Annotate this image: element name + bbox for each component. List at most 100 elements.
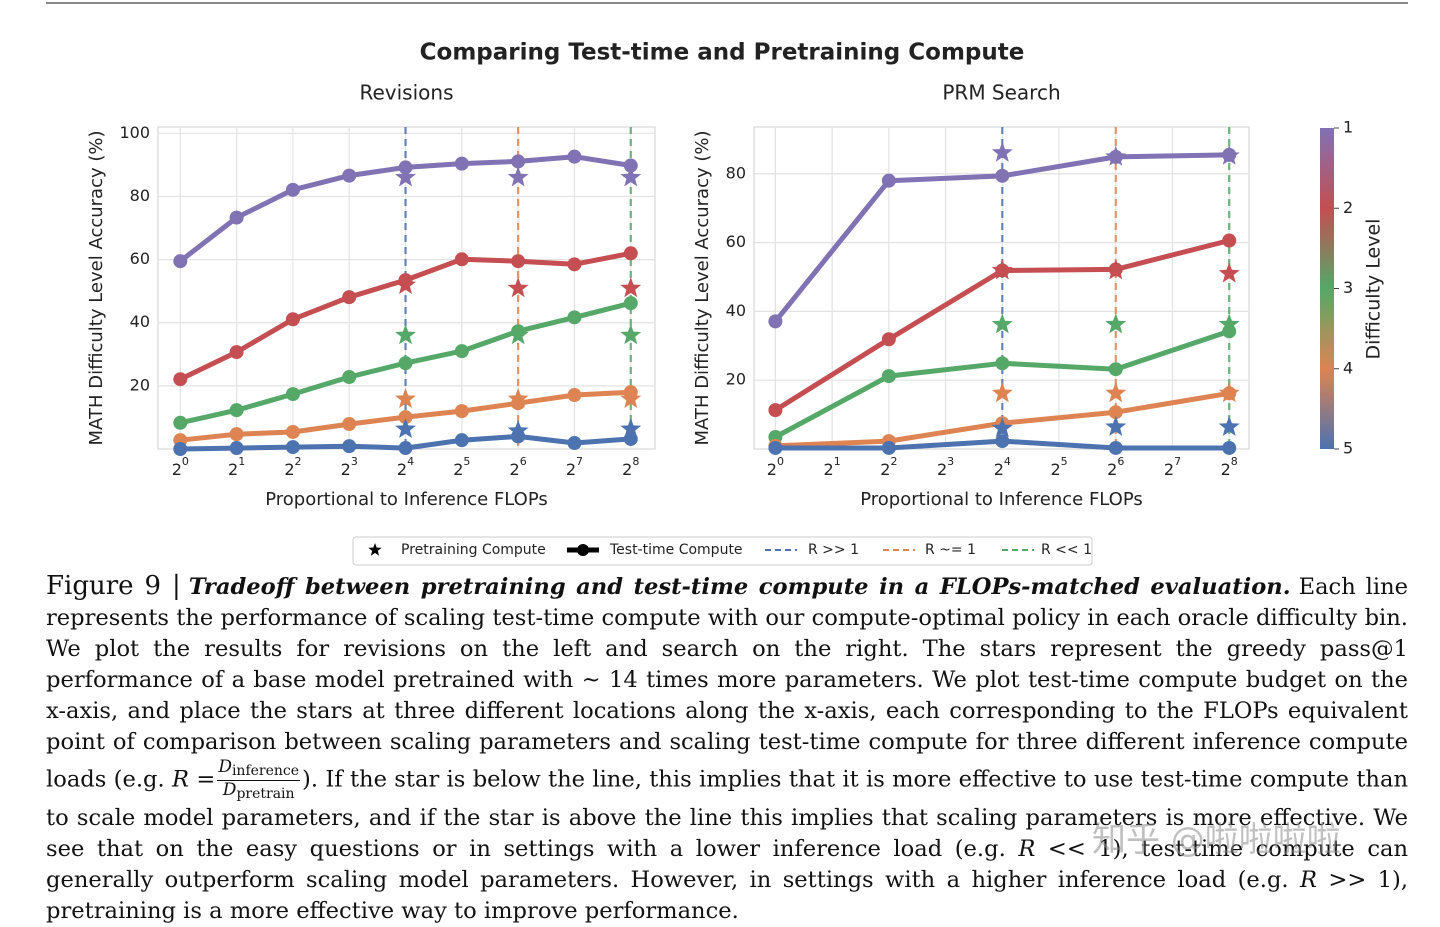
x-tick-label: 22 xyxy=(284,455,301,479)
watermark: 知乎 @啦啦啦啦 xyxy=(1092,820,1341,860)
series-point xyxy=(768,403,783,418)
caption-title: Tradeoff between pretraining and test-ti… xyxy=(188,574,1291,600)
series-point xyxy=(173,442,188,456)
series-point xyxy=(173,254,188,269)
pretraining-star xyxy=(991,259,1013,280)
legend-label: R ~= 1 xyxy=(925,542,976,558)
series-point xyxy=(567,388,582,403)
numerator-var: D xyxy=(218,757,232,777)
series-point xyxy=(768,314,783,329)
x-tick-label: 26 xyxy=(1107,455,1124,479)
page: {"figure_title": "Comparing Test-time an… xyxy=(46,2,1409,924)
series-point xyxy=(229,345,244,360)
denominator: Dpretrain xyxy=(217,781,300,803)
pretraining-star xyxy=(395,324,416,345)
caption: Figure 9 | Tradeoff between pretraining a… xyxy=(46,571,1408,927)
legend-label: R >> 1 xyxy=(808,542,859,558)
series-point xyxy=(229,427,244,442)
series-point xyxy=(285,182,300,197)
x-axis-label: Proportional to Inference FLOPs xyxy=(265,489,548,510)
series-point xyxy=(995,434,1010,449)
x-tick-label: 23 xyxy=(341,455,358,479)
denominator-var: D xyxy=(222,780,237,800)
legend-label: R << 1 xyxy=(1041,542,1092,558)
pretraining-star xyxy=(507,420,529,440)
series-point xyxy=(881,369,896,384)
x-tick-label: 24 xyxy=(994,455,1011,479)
series-point xyxy=(623,296,638,311)
y-tick-label: 40 xyxy=(130,312,150,331)
legend-marker xyxy=(577,544,589,556)
legend-marker xyxy=(368,543,382,556)
legend-label: Pretraining Compute xyxy=(401,542,546,558)
series-point xyxy=(342,370,357,385)
series-point xyxy=(1108,405,1123,420)
series-point xyxy=(454,433,469,448)
pretraining-star xyxy=(1218,144,1240,165)
y-tick-label: 60 xyxy=(130,249,150,268)
chart-title: Revisions xyxy=(359,81,453,105)
series-point xyxy=(623,158,638,173)
y-tick-label: 80 xyxy=(130,186,150,205)
pretraining-star xyxy=(395,388,416,408)
series-point xyxy=(229,403,244,418)
caption-label: Figure 9 | xyxy=(46,571,181,601)
colorbar-tick-label: 3 xyxy=(1343,278,1353,297)
x-tick-label: 28 xyxy=(1221,455,1238,479)
series-point xyxy=(1222,233,1237,248)
x-tick-label: 21 xyxy=(228,455,245,479)
legend-box xyxy=(352,536,1093,566)
series-point xyxy=(995,356,1010,371)
legend-label: Test-time Compute xyxy=(609,542,743,558)
pretraining-star xyxy=(1105,145,1127,166)
series-point xyxy=(342,290,357,305)
pretraining-star xyxy=(1105,313,1127,334)
caption-text: = xyxy=(196,766,216,793)
series-point xyxy=(567,436,582,451)
caption-text: R xyxy=(1018,836,1036,862)
series-point xyxy=(398,410,413,425)
pretraining-star xyxy=(1218,416,1240,436)
series-point xyxy=(285,440,300,455)
x-tick-label: 24 xyxy=(397,455,414,479)
series-point xyxy=(454,344,469,359)
y-tick-label: 40 xyxy=(726,301,746,320)
series-point xyxy=(995,168,1010,183)
pretraining-star xyxy=(1218,313,1240,334)
series-point xyxy=(567,310,582,325)
y-axis-label: MATH Difficulty Level Accuracy (%) xyxy=(86,131,107,446)
y-tick-label: 100 xyxy=(119,123,150,142)
series-point xyxy=(567,257,582,272)
caption-text: R xyxy=(172,766,190,793)
figure-title: Comparing Test-time and Pretraining Comp… xyxy=(420,40,1025,66)
pretraining-star xyxy=(507,324,529,345)
pretraining-star xyxy=(620,418,642,438)
x-axis-label: Proportional to Inference FLOPs xyxy=(860,489,1143,510)
colorbar-tick-label: 5 xyxy=(1343,439,1353,458)
caption-text: Each line represents the performance of … xyxy=(46,574,1409,793)
series-point xyxy=(768,440,783,455)
y-tick-label: 20 xyxy=(726,370,746,389)
series-point xyxy=(881,173,896,188)
series-point xyxy=(173,415,188,430)
pretraining-star xyxy=(620,166,642,187)
x-tick-label: 23 xyxy=(937,455,954,479)
series-point xyxy=(398,441,413,456)
pretraining-star xyxy=(620,324,642,345)
pretraining-star xyxy=(1105,416,1127,436)
series-point xyxy=(398,356,413,371)
series-point xyxy=(285,387,300,402)
chart-title: PRM Search xyxy=(942,81,1060,105)
x-tick-label: 22 xyxy=(880,455,897,479)
x-tick-label: 26 xyxy=(510,455,527,479)
pretraining-star xyxy=(395,166,416,187)
pretraining-star xyxy=(991,141,1013,162)
series-point xyxy=(173,372,188,387)
series-point xyxy=(454,404,469,419)
series-point xyxy=(511,254,526,269)
x-tick-label: 25 xyxy=(453,455,470,479)
fraction: Dinference Dpretrain xyxy=(217,757,301,803)
colorbar-tick-label: 2 xyxy=(1343,198,1353,217)
series-point xyxy=(342,417,357,432)
y-tick-label: 80 xyxy=(726,163,746,182)
